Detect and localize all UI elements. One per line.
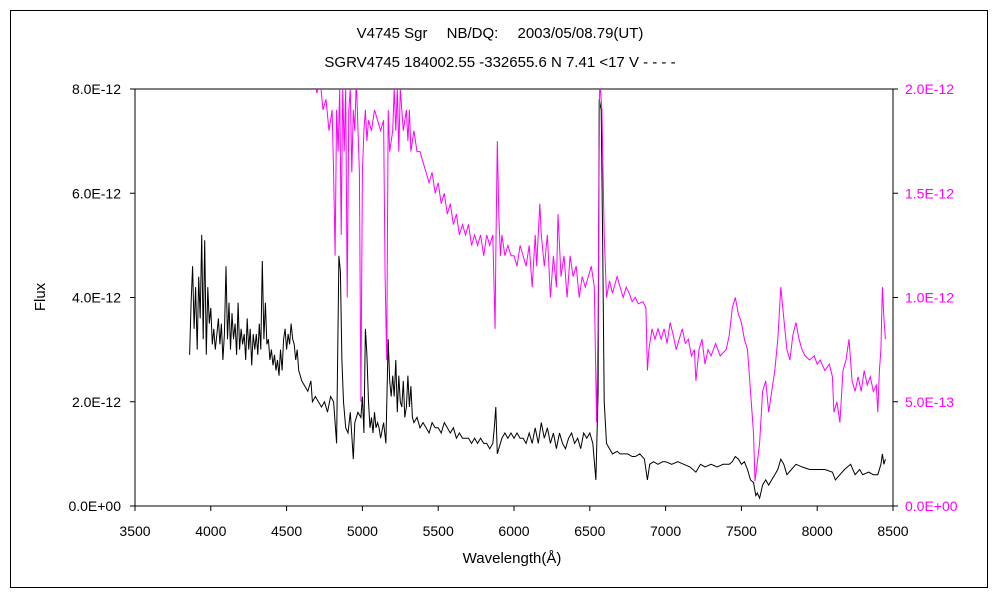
x-tick-label: 4500 [271, 523, 302, 539]
y-right-tick-label: 5.0E-13 [905, 394, 954, 410]
y-left-tick-label: 6.0E-12 [72, 185, 121, 201]
chart-subtitle: SGRV4745 184002.55 -332655.6 N 7.41 <17 … [324, 54, 675, 71]
y-right-tick-label: 0.0E+00 [905, 498, 958, 514]
x-tick-label: 3500 [119, 523, 150, 539]
x-tick-label: 6000 [498, 523, 529, 539]
chart-frame [10, 10, 988, 588]
x-tick-label: 6500 [574, 523, 605, 539]
y-left-tick-label: 8.0E-12 [72, 81, 121, 97]
plot-area [134, 88, 894, 507]
x-axis-label: Wavelength(Å) [463, 550, 562, 567]
y-left-tick-label: 4.0E-12 [72, 290, 121, 306]
x-tick-label: 7500 [726, 523, 757, 539]
y-left-tick-label: 2.0E-12 [72, 394, 121, 410]
x-tick-label: 4000 [195, 523, 226, 539]
y-right-tick-label: 1.0E-12 [905, 290, 954, 306]
spectrum-line-right-axis [315, 89, 886, 482]
x-tick-label: 8500 [877, 523, 908, 539]
x-tick-label: 7000 [650, 523, 681, 539]
y-left-tick-label: 0.0E+00 [68, 498, 121, 514]
y-right-tick-label: 2.0E-12 [905, 81, 954, 97]
spectrum-line-left-axis [189, 99, 886, 500]
y-axis-label: Flux [32, 282, 49, 311]
y-right-tick-label: 1.5E-12 [905, 185, 954, 201]
chart-title: V4745 Sgr NB/DQ: 2003/05/08.79(UT) [357, 25, 644, 42]
x-tick-label: 8000 [802, 523, 833, 539]
x-tick-label: 5000 [347, 523, 378, 539]
x-tick-label: 5500 [423, 523, 454, 539]
